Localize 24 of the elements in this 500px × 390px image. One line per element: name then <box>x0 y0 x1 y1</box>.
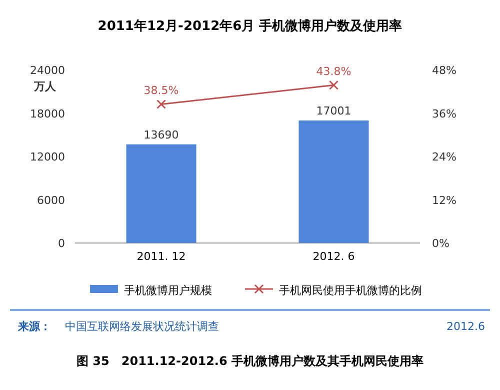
y-tick-label: 24000 <box>30 64 65 77</box>
source-note: 来源： <box>17 320 51 333</box>
x-tick-label: 2012. 6 <box>312 250 355 263</box>
data-label: 13690 <box>144 128 179 142</box>
data-label: 43.8% <box>316 65 352 78</box>
y2-tick-label: 24% <box>432 150 456 164</box>
chart-title: 2011年12月-2012年6月 手机微博用户数及使用率 <box>98 18 402 34</box>
y-tick-label: 12000 <box>30 150 65 164</box>
y2-tick-label: 48% <box>432 64 456 77</box>
y-tick-label: 6000 <box>37 194 65 207</box>
y-tick-label: 0 <box>58 237 65 250</box>
x-tick-label: 2011. 12 <box>136 250 186 263</box>
y2-tick-label: 0% <box>432 237 450 250</box>
y-axis-title: 万人 <box>33 80 57 93</box>
y2-tick-label: 12% <box>432 194 456 207</box>
y-tick-label: 18000 <box>30 107 65 120</box>
y2-tick-label: 36% <box>432 107 456 120</box>
data-label: 17001 <box>316 104 352 118</box>
text: 中国互联网络发展状况统计调查 <box>65 320 219 333</box>
data-label: 38.5% <box>144 84 179 98</box>
text: 2012.6 <box>446 320 485 333</box>
legend-label: 手机网民使用手机微博的比例 <box>279 284 422 297</box>
caption: 图 35 2011.12-2012.6 手机微博用户数及其手机网民使用率 <box>76 354 424 368</box>
legend-label: 手机微博用户规模 <box>124 284 212 297</box>
